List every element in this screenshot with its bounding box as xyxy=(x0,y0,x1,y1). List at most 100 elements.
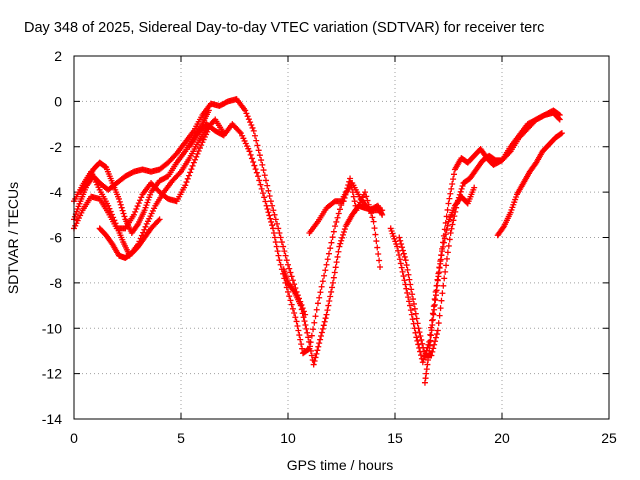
data-point xyxy=(325,302,332,309)
data-point xyxy=(368,210,375,217)
data-point xyxy=(327,245,334,252)
data-point xyxy=(184,175,191,182)
data-point xyxy=(296,332,303,339)
data-point xyxy=(411,305,418,312)
data-point xyxy=(326,298,333,305)
data-point xyxy=(142,223,149,230)
data-point xyxy=(244,113,251,120)
data-point xyxy=(292,314,299,321)
data-point xyxy=(329,279,336,286)
data-point xyxy=(428,332,435,339)
plot-frame xyxy=(73,55,610,420)
y-tick-label: -2 xyxy=(50,139,63,155)
data-point xyxy=(329,234,336,241)
data-point xyxy=(429,348,436,355)
data-point xyxy=(297,302,304,309)
data-point xyxy=(407,307,414,314)
data-point xyxy=(403,262,410,269)
x-tick-label: 0 xyxy=(70,430,78,446)
data-point xyxy=(319,278,326,285)
data-point xyxy=(328,239,335,246)
data-point xyxy=(347,175,354,182)
data-point xyxy=(447,229,454,236)
data-point xyxy=(427,337,434,344)
data-point xyxy=(267,215,274,222)
data-point xyxy=(305,334,312,341)
data-point xyxy=(410,300,417,307)
data-point xyxy=(258,157,265,164)
data-point xyxy=(398,240,405,247)
data-points xyxy=(71,96,565,386)
data-point xyxy=(275,252,282,259)
data-point xyxy=(376,257,383,264)
y-tick-label: -10 xyxy=(42,320,62,336)
data-point xyxy=(408,311,415,318)
data-point xyxy=(418,336,425,343)
data-point xyxy=(438,297,445,304)
data-point xyxy=(236,128,243,135)
data-point xyxy=(133,205,140,212)
data-point xyxy=(330,274,337,281)
data-point xyxy=(340,228,347,235)
data-point xyxy=(301,318,308,325)
data-point xyxy=(255,147,262,154)
data-point xyxy=(401,253,408,260)
data-point xyxy=(281,248,288,255)
data-point xyxy=(304,329,311,336)
data-point xyxy=(412,310,419,317)
data-point xyxy=(318,333,325,340)
data-point xyxy=(275,225,282,232)
data-point xyxy=(282,252,289,259)
data-point xyxy=(317,336,324,343)
data-point xyxy=(399,247,406,254)
data-point xyxy=(307,347,314,354)
y-tick-label: 0 xyxy=(54,93,62,109)
data-point xyxy=(442,231,449,238)
data-point xyxy=(278,239,285,246)
data-point xyxy=(400,250,407,257)
data-point xyxy=(135,200,142,207)
data-point xyxy=(290,287,297,294)
data-point xyxy=(134,222,141,229)
data-point xyxy=(319,325,326,332)
data-point xyxy=(272,216,279,223)
data-point xyxy=(451,213,458,220)
data-point xyxy=(277,261,284,268)
data-point xyxy=(336,206,343,213)
data-point xyxy=(137,197,144,204)
data-point xyxy=(333,218,340,225)
data-point xyxy=(325,250,332,257)
data-point xyxy=(341,226,348,233)
data-point xyxy=(293,318,300,325)
data-point xyxy=(261,172,268,179)
x-tick-label: 25 xyxy=(601,430,617,446)
data-point xyxy=(289,277,296,284)
data-point xyxy=(334,214,341,221)
data-point xyxy=(314,300,321,307)
data-point xyxy=(405,271,412,278)
data-point xyxy=(262,198,269,205)
data-point xyxy=(289,305,296,312)
data-point xyxy=(314,347,321,354)
data-point xyxy=(405,294,412,301)
data-point xyxy=(437,305,444,312)
data-point xyxy=(441,275,448,282)
data-point xyxy=(408,286,415,293)
data-point xyxy=(318,283,325,290)
data-point xyxy=(414,320,421,327)
x-tick-label: 15 xyxy=(387,430,403,446)
data-point xyxy=(459,182,466,189)
data-point xyxy=(322,315,329,322)
data-point xyxy=(347,180,354,187)
data-point xyxy=(295,327,302,334)
y-tick-label: 2 xyxy=(54,48,62,64)
data-point xyxy=(189,162,196,169)
y-tick-label: -6 xyxy=(50,230,63,246)
data-point xyxy=(379,207,386,214)
data-point xyxy=(132,208,139,215)
data-point xyxy=(273,220,280,227)
data-point xyxy=(336,243,343,250)
data-point xyxy=(265,187,272,194)
data-point xyxy=(308,352,315,359)
